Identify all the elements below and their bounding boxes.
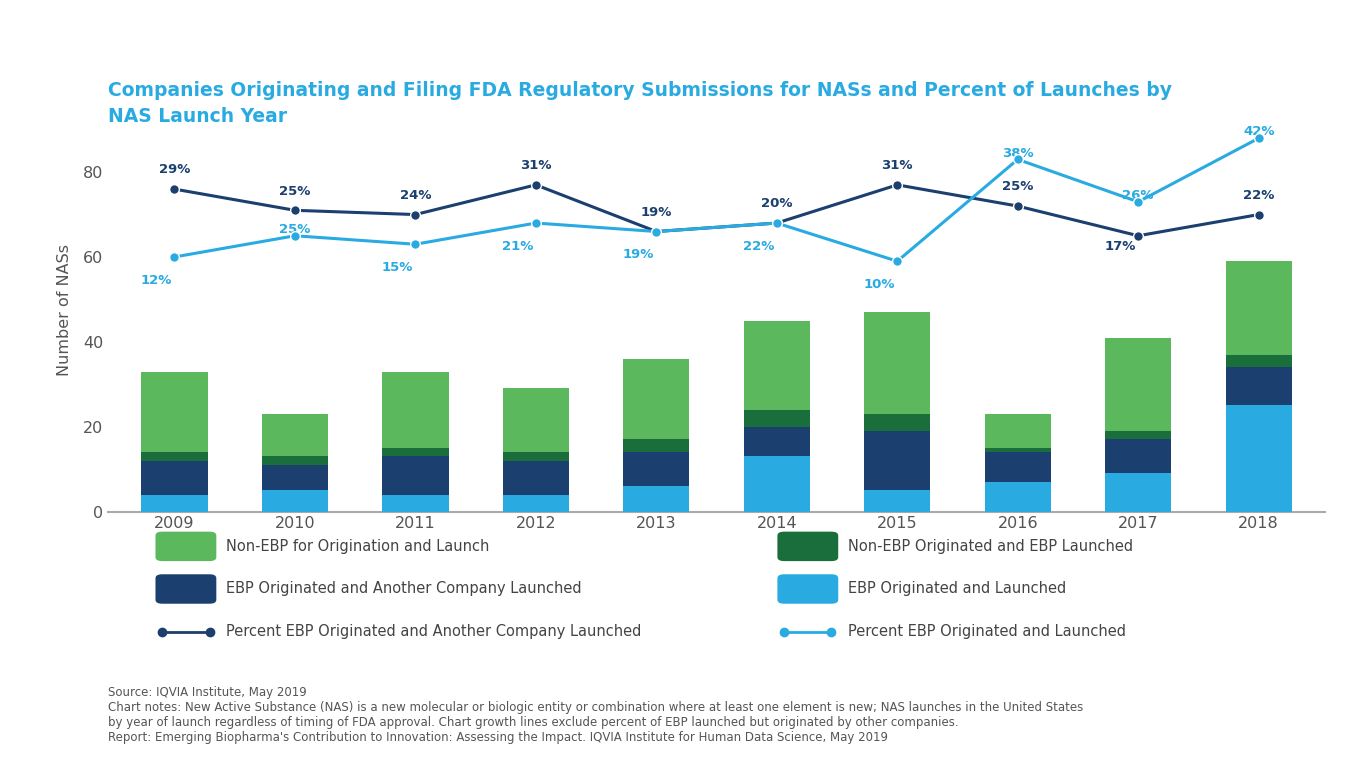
Bar — [503, 388, 569, 452]
Text: 19%: 19% — [641, 206, 672, 219]
Bar — [623, 486, 690, 512]
Text: 20%: 20% — [761, 198, 792, 210]
Text: Percent EBP Originated and Another Company Launched: Percent EBP Originated and Another Compa… — [226, 624, 641, 639]
Bar — [744, 410, 810, 427]
Bar — [142, 460, 208, 494]
Text: NAS Launch Year: NAS Launch Year — [108, 107, 287, 126]
Text: 26%: 26% — [1122, 189, 1155, 202]
Bar — [1225, 261, 1291, 354]
Bar — [503, 460, 569, 494]
Bar — [864, 312, 930, 414]
Text: 21%: 21% — [502, 240, 534, 253]
Bar — [1225, 354, 1291, 367]
Text: 22%: 22% — [744, 240, 775, 253]
Bar — [383, 371, 449, 448]
Bar — [142, 371, 208, 452]
Bar — [503, 494, 569, 512]
Bar — [744, 456, 810, 512]
Bar — [984, 448, 1051, 452]
Bar — [1225, 367, 1291, 405]
Text: 29%: 29% — [158, 164, 191, 177]
Bar — [1225, 405, 1291, 512]
Text: 25%: 25% — [280, 184, 311, 198]
Bar — [383, 448, 449, 456]
Bar — [1105, 474, 1171, 512]
Text: Percent EBP Originated and Launched: Percent EBP Originated and Launched — [848, 624, 1126, 639]
Text: 19%: 19% — [622, 249, 654, 261]
Bar — [744, 427, 810, 456]
Y-axis label: Number of NASs: Number of NASs — [57, 244, 72, 376]
Text: 25%: 25% — [1002, 181, 1033, 193]
Bar — [383, 494, 449, 512]
Bar — [503, 452, 569, 460]
Bar — [383, 456, 449, 494]
Text: 25%: 25% — [280, 223, 311, 236]
Text: 10%: 10% — [864, 278, 895, 291]
Bar — [864, 414, 930, 431]
Text: 42%: 42% — [1242, 126, 1275, 139]
Text: 38%: 38% — [1002, 146, 1033, 160]
Bar — [1105, 439, 1171, 474]
Text: 31%: 31% — [882, 159, 913, 172]
Bar — [1105, 338, 1171, 431]
Bar — [262, 465, 329, 491]
Text: 31%: 31% — [521, 159, 552, 172]
Text: EBP Originated and Another Company Launched: EBP Originated and Another Company Launc… — [226, 581, 581, 597]
Bar — [984, 482, 1051, 512]
Text: 22%: 22% — [1242, 189, 1275, 202]
Text: EBP Originated and Launched: EBP Originated and Launched — [848, 581, 1065, 597]
Bar — [623, 359, 690, 439]
Text: Companies Originating and Filing FDA Regulatory Submissions for NASs and Percent: Companies Originating and Filing FDA Reg… — [108, 81, 1172, 101]
Bar — [142, 452, 208, 460]
Bar — [864, 431, 930, 491]
Bar — [623, 452, 690, 486]
Text: Source: IQVIA Institute, May 2019
Chart notes: New Active Substance (NAS) is a n: Source: IQVIA Institute, May 2019 Chart … — [108, 686, 1083, 744]
Bar — [984, 414, 1051, 448]
Bar — [1105, 431, 1171, 439]
Bar — [142, 494, 208, 512]
Bar — [864, 491, 930, 512]
Text: 12%: 12% — [141, 274, 172, 287]
Text: 24%: 24% — [400, 189, 431, 202]
Bar — [984, 452, 1051, 482]
Text: Non-EBP Originated and EBP Launched: Non-EBP Originated and EBP Launched — [848, 539, 1133, 554]
Bar — [744, 321, 810, 410]
Bar — [262, 491, 329, 512]
Text: 15%: 15% — [381, 261, 412, 274]
Bar — [262, 456, 329, 465]
Text: Non-EBP for Origination and Launch: Non-EBP for Origination and Launch — [226, 539, 489, 554]
Bar — [262, 414, 329, 456]
Text: 17%: 17% — [1105, 239, 1136, 253]
Bar — [623, 439, 690, 452]
